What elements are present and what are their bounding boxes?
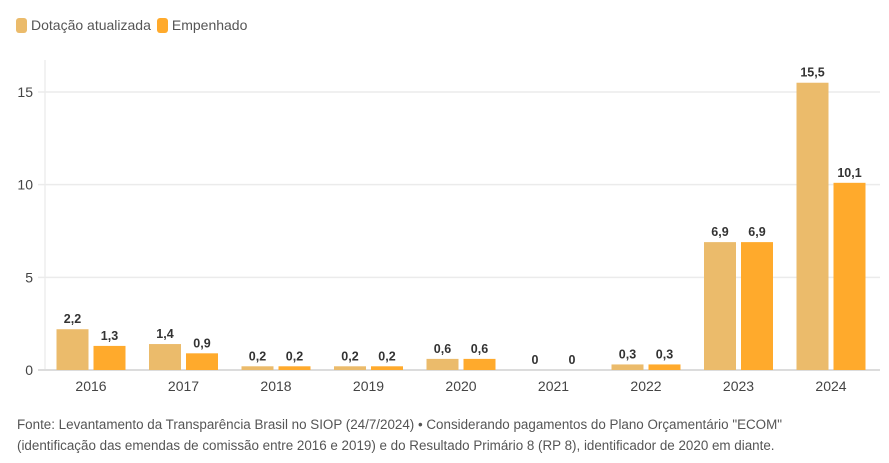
bar-2020-empenhado (463, 358, 496, 370)
legend: Dotação atualizada Empenhado (16, 17, 253, 33)
legend-item-empenhado[interactable]: Empenhado (156, 17, 248, 33)
data-label: 0,2 (249, 349, 266, 363)
bar-2019-empenhado (371, 366, 403, 370)
x-tick-label: 2022 (630, 378, 661, 394)
data-label: 0 (532, 353, 539, 367)
source-note-line-2: (identificação das emendas de comissão e… (17, 438, 775, 453)
bar-2022-dotacao (611, 364, 644, 370)
data-label: 0,9 (193, 336, 210, 350)
bar-2018-dotacao (241, 366, 274, 370)
bar-2024-empenhado (833, 182, 866, 370)
bar-2016-empenhado (93, 345, 126, 370)
bar-2018-empenhado (278, 366, 311, 370)
x-tick-label: 2017 (168, 378, 199, 394)
data-label: 0,2 (286, 349, 303, 363)
legend-swatch-dotacao (16, 17, 27, 33)
legend-label-empenhado: Empenhado (171, 17, 248, 33)
y-tick-label: 10 (17, 177, 33, 193)
x-tick-label: 2024 (815, 378, 846, 394)
y-tick-label: 0 (25, 362, 33, 378)
data-label: 0,2 (378, 349, 395, 363)
bar-2024-dotacao (796, 82, 829, 370)
data-label: 1,4 (156, 327, 173, 341)
bar-2017-empenhado (186, 353, 218, 370)
data-label: 2,2 (64, 312, 81, 326)
legend-item-dotacao[interactable]: Dotação atualizada (16, 17, 151, 33)
source-note-line-1: Fonte: Levantamento da Transparência Bra… (17, 417, 782, 432)
x-tick-label: 2020 (445, 378, 476, 394)
legend-swatch-empenhado (156, 17, 168, 33)
source-note: Fonte: Levantamento da Transparência Bra… (17, 414, 887, 456)
bar-2019-dotacao (334, 366, 366, 370)
bar-2023-dotacao (704, 242, 736, 370)
data-label: 0 (569, 353, 576, 367)
bar-2020-dotacao (426, 358, 459, 370)
y-tick-label: 15 (17, 84, 33, 100)
data-label: 0,6 (434, 342, 451, 356)
legend-label-dotacao: Dotação atualizada (31, 17, 151, 33)
x-tick-label: 2021 (538, 378, 569, 394)
data-label: 6,9 (711, 225, 728, 239)
bar-2017-dotacao (149, 344, 181, 370)
bar-2022-empenhado (648, 364, 681, 370)
y-tick-label: 5 (25, 269, 33, 285)
x-tick-label: 2019 (353, 378, 384, 394)
data-label: 0,2 (341, 349, 358, 363)
x-tick-label: 2023 (723, 378, 754, 394)
data-label: 0,3 (619, 347, 636, 361)
x-tick-label: 2018 (260, 378, 291, 394)
data-label: 15,5 (800, 66, 824, 80)
bar-2023-empenhado (741, 242, 773, 370)
data-label: 10,1 (837, 166, 861, 180)
data-label: 6,9 (748, 225, 765, 239)
data-label: 0,3 (656, 347, 673, 361)
bar-2016-dotacao (56, 329, 89, 370)
x-tick-label: 2016 (75, 378, 106, 394)
data-label: 1,3 (101, 329, 118, 343)
data-label: 0,6 (471, 342, 488, 356)
